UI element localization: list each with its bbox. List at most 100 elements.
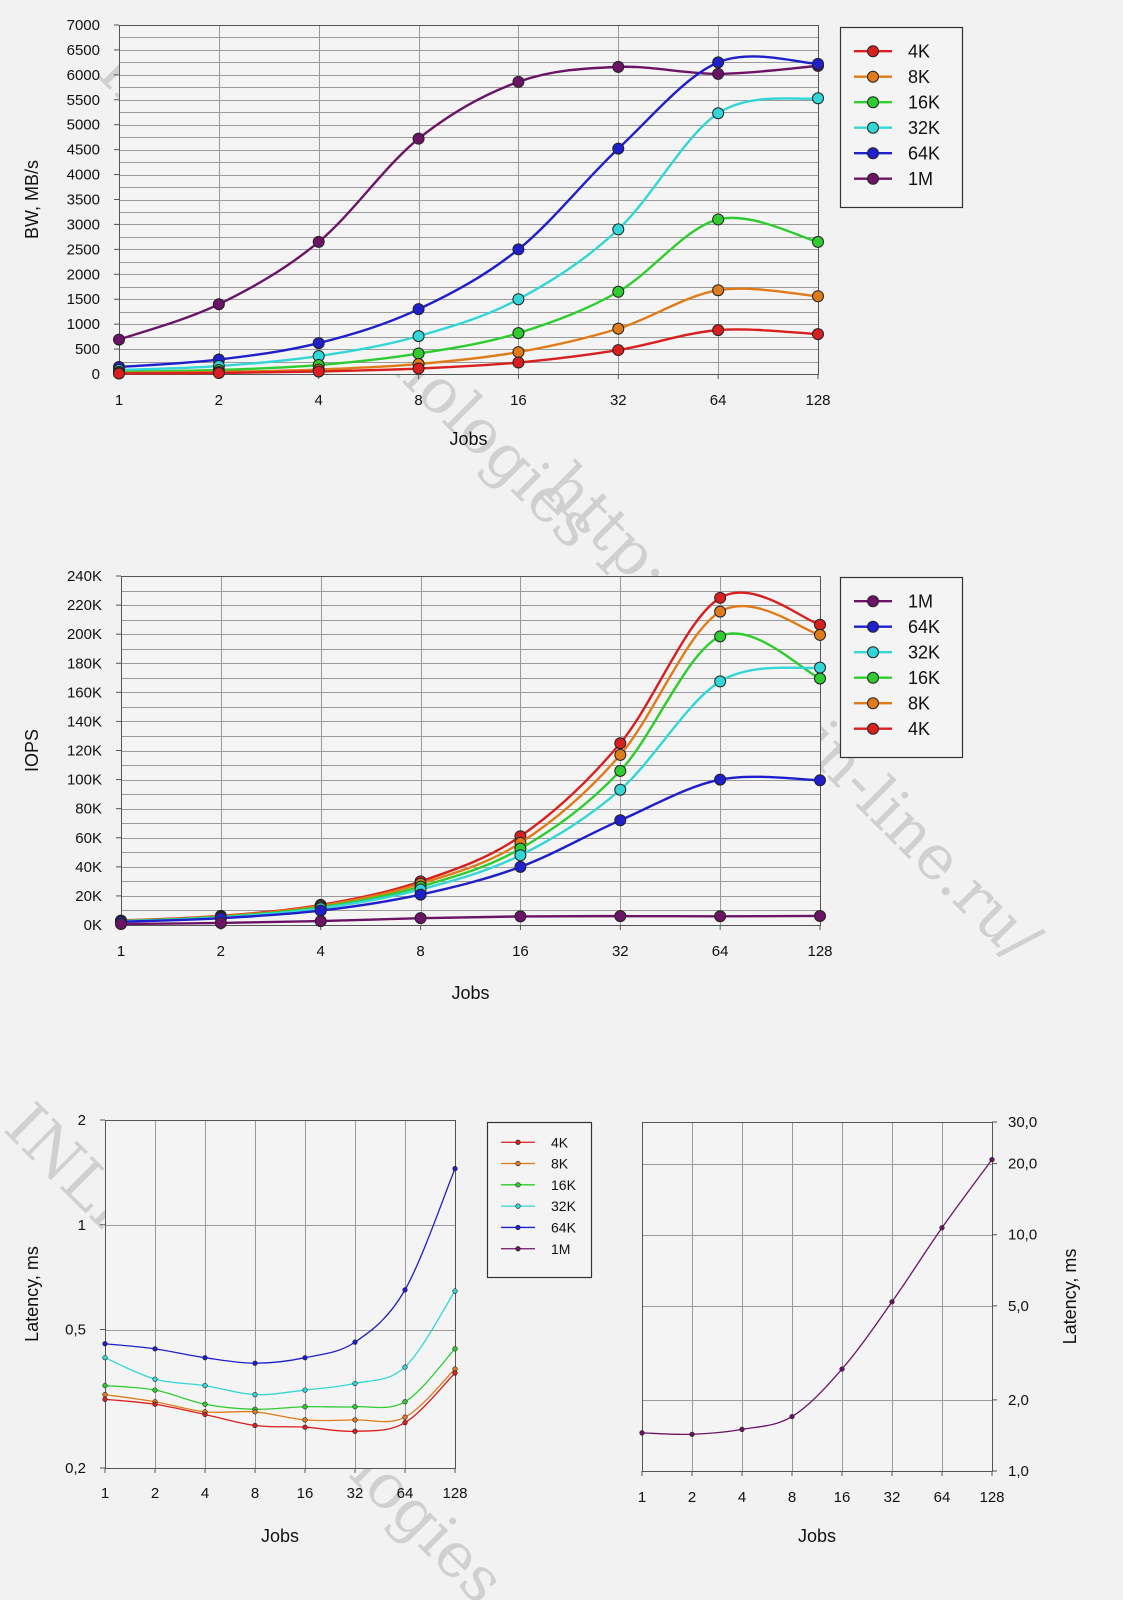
data-point-4k: [113, 367, 125, 380]
data-point-1m: [712, 67, 725, 80]
data-point-1m: [414, 912, 427, 925]
data-point-4k: [712, 324, 725, 337]
y-axis-label: Latency, ms: [1060, 1249, 1080, 1345]
data-point-8k: [614, 748, 627, 761]
legend-marker-8k: [867, 70, 879, 83]
chart-iops: 0K20K40K60K80K100K120K140K160K180K200K22…: [22, 568, 964, 1003]
data-point-64k: [352, 1339, 358, 1345]
data-point-1m: [639, 1430, 645, 1436]
data-point-4k: [614, 737, 627, 750]
x-tick-label: 64: [710, 392, 727, 409]
series-line-1m: [118, 64, 819, 341]
y-tick-label: 1: [78, 1217, 86, 1234]
legend-marker-64k: [515, 1224, 521, 1231]
data-point-1m: [514, 910, 527, 923]
data-point-32k: [612, 223, 625, 236]
data-point-16k: [402, 1399, 408, 1405]
data-point-8k: [402, 1414, 408, 1420]
data-point-64k: [714, 773, 727, 786]
plot-frame: [119, 25, 819, 375]
x-tick-label: 128: [805, 392, 830, 409]
x-tick-label: 2: [151, 1485, 159, 1502]
legend-marker-4k: [515, 1139, 521, 1145]
plot-frame: [121, 576, 821, 926]
y-tick-label: 5,0: [1008, 1298, 1029, 1315]
x-tick-label: 2: [688, 1489, 696, 1506]
y-tick-label: 200K: [67, 626, 102, 643]
series-line-1m: [120, 914, 821, 926]
plot-area: [119, 25, 818, 374]
legend-marker-8k: [515, 1160, 521, 1167]
data-point-4k: [452, 1370, 458, 1376]
x-tick-label: 8: [414, 392, 422, 409]
y-tick-label: 100K: [67, 772, 102, 789]
legend-marker-1m: [867, 595, 879, 608]
data-point-1m: [989, 1156, 995, 1163]
legend-marker-32k: [515, 1203, 521, 1209]
legend-marker-32k: [867, 121, 879, 134]
y-tick-label: 0,2: [65, 1460, 86, 1477]
data-point-64k: [612, 142, 625, 155]
legend-marker-4k: [867, 722, 879, 735]
x-tick-label: 32: [884, 1489, 901, 1506]
x-tick-label: 1: [117, 943, 125, 960]
series-1m: [639, 1156, 995, 1437]
series-32k: [102, 1288, 458, 1398]
x-tick-label: 16: [512, 943, 529, 960]
data-point-32k: [514, 849, 527, 862]
y-tick-label: 0K: [84, 917, 102, 934]
x-tick-label: 2: [217, 943, 225, 960]
x-tick-label: 16: [834, 1489, 851, 1506]
series-line-4k: [118, 328, 819, 375]
x-tick-label: 16: [297, 1485, 314, 1502]
data-point-64k: [302, 1355, 308, 1361]
data-point-1m: [714, 910, 727, 923]
legend-label-8k: 8K: [908, 694, 930, 714]
y-tick-label: 40K: [75, 859, 102, 876]
data-point-64k: [202, 1355, 208, 1361]
data-point-64k: [712, 56, 725, 69]
legend-marker-1m: [515, 1246, 521, 1252]
y-tick-label: 20,0: [1008, 1156, 1037, 1173]
legend-label-32k: 32K: [908, 118, 940, 138]
y-tick-label: 180K: [67, 655, 102, 672]
legend-label-1m: 1M: [551, 1241, 570, 1257]
data-point-32k: [302, 1387, 308, 1393]
legend-marker-8k: [867, 697, 879, 710]
legend-box: [839, 576, 964, 759]
legend: 4K 8K 16K 32K 64K 1M: [839, 26, 964, 209]
chart-latency-small: 0,2 0,5 1 2 1 2 4 8 16 32 64 128 Jobs Latency, ms 4K 8K…: [22, 1112, 593, 1546]
series-group: [102, 1166, 458, 1434]
data-point-16k: [152, 1387, 158, 1393]
data-point-4k: [352, 1428, 358, 1434]
x-tick-label: 32: [610, 392, 627, 409]
plot-frame: [105, 1120, 456, 1469]
legend-label-32k: 32K: [551, 1198, 577, 1214]
x-tick-label: 64: [934, 1489, 951, 1506]
legend-label-16k: 16K: [908, 668, 940, 688]
data-point-1m: [212, 298, 225, 311]
x-tick-label: 8: [416, 943, 424, 960]
y-tick-label: 0: [92, 366, 100, 383]
data-point-8k: [712, 284, 725, 297]
y-tick-label: 0,5: [65, 1322, 86, 1339]
y-tick-label: 3500: [67, 192, 100, 209]
data-point-16k: [714, 630, 727, 643]
data-point-32k: [812, 92, 824, 105]
data-point-4k: [812, 328, 824, 341]
data-point-64k: [514, 860, 527, 873]
data-point-1m: [739, 1426, 745, 1432]
data-point-32k: [452, 1288, 458, 1294]
legend: 4K 8K 16K 32K 64K 1M: [486, 1121, 593, 1279]
data-point-32k: [152, 1376, 158, 1382]
legend-label-64k: 64K: [908, 144, 940, 164]
data-point-16k: [612, 285, 625, 298]
x-tick-label: 128: [442, 1485, 467, 1502]
data-point-1m: [113, 333, 125, 346]
x-tick-label: 16: [510, 392, 527, 409]
series-group: [113, 55, 824, 380]
legend-marker-64k: [867, 147, 879, 160]
y-tick-label: 7000: [67, 17, 100, 34]
legend-label-16k: 16K: [908, 93, 940, 113]
data-point-4k: [252, 1422, 258, 1429]
